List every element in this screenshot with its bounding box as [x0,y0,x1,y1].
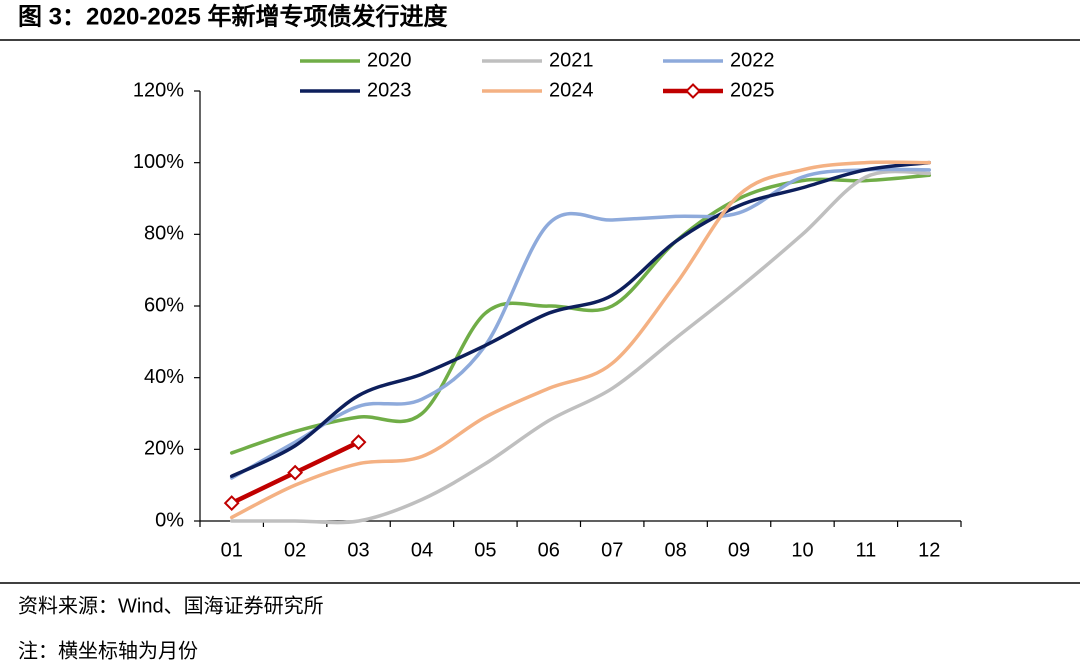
y-tick-label: 60% [144,294,184,316]
x-tick-label: 06 [538,539,560,561]
x-tick-label: 08 [665,539,687,561]
x-tick-label: 03 [347,539,369,561]
x-tick-label: 10 [791,539,813,561]
series-line [229,167,932,480]
x-tick-label: 11 [855,539,876,561]
y-tick-label: 80% [144,223,184,245]
y-tick-label: 100% [133,151,184,173]
x-tick-label: 04 [411,539,433,561]
legend-marker [685,83,701,99]
marker [350,434,367,451]
series-line [229,160,932,520]
legend-label: 2024 [549,79,594,101]
note: 注：横坐标轴为月份 [18,639,198,662]
x-tick-label: 12 [918,539,940,561]
y-tick-label: 0% [155,509,184,531]
x-tick-label: 09 [728,539,750,561]
legend-label: 2020 [367,49,412,71]
legend-label: 2025 [730,79,775,101]
legend-label: 2021 [549,49,594,71]
x-tick-label: 07 [601,539,623,561]
marker [287,464,304,481]
y-tick-label: 40% [144,366,184,388]
x-tick-label: 02 [284,539,306,561]
legend-label: 2022 [730,49,775,71]
marker [223,495,240,511]
y-tick-label: 20% [144,438,184,460]
series-line [229,160,932,478]
chart-title: 图 3：2020-2025 年新增专项债发行进度 [18,2,448,30]
y-tick-label: 120% [133,79,184,101]
source: 资料来源：Wind、国海证券研究所 [18,594,324,617]
legend-label: 2023 [367,79,412,101]
x-tick-label: 05 [474,539,496,561]
x-tick-label: 01 [221,539,243,561]
series-line [229,169,932,525]
